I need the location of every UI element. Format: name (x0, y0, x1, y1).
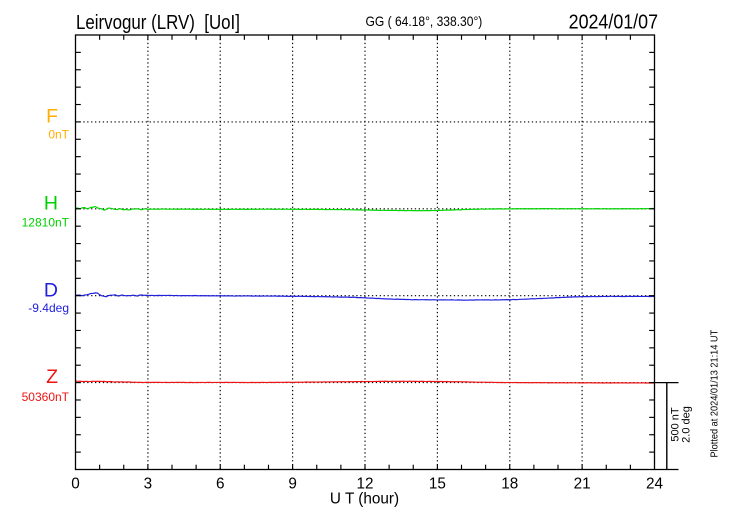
svg-text:21: 21 (574, 476, 591, 493)
svg-text:24: 24 (646, 476, 664, 493)
svg-text:Plotted at 2024/01/13 21:14 UT: Plotted at 2024/01/13 21:14 UT (709, 330, 720, 458)
svg-text:12810nT: 12810nT (22, 216, 70, 230)
svg-text:18: 18 (501, 476, 518, 493)
svg-text:F: F (46, 106, 58, 128)
svg-text:15: 15 (429, 476, 446, 493)
svg-text:12: 12 (356, 476, 373, 493)
svg-text:U T (hour): U T (hour) (330, 491, 399, 508)
svg-text:500 nT: 500 nT (670, 407, 682, 442)
svg-text:GG ( 64.18°, 338.30°): GG ( 64.18°, 338.30°) (366, 13, 483, 29)
svg-text:D: D (44, 279, 58, 301)
svg-text:0: 0 (71, 476, 80, 493)
svg-text:Leirvogur (LRV) [UoI]: Leirvogur (LRV) [UoI] (76, 11, 240, 34)
svg-text:Z: Z (46, 366, 58, 388)
svg-text:-9.4deg: -9.4deg (28, 301, 69, 315)
svg-text:9: 9 (288, 476, 297, 493)
svg-text:2024/01/07: 2024/01/07 (569, 11, 658, 33)
svg-text:2.0 deg: 2.0 deg (681, 406, 693, 443)
svg-text:50360nT: 50360nT (22, 390, 70, 404)
svg-text:H: H (44, 192, 58, 214)
svg-text:6: 6 (216, 476, 225, 493)
svg-text:0nT: 0nT (48, 127, 69, 141)
svg-text:3: 3 (144, 476, 153, 493)
